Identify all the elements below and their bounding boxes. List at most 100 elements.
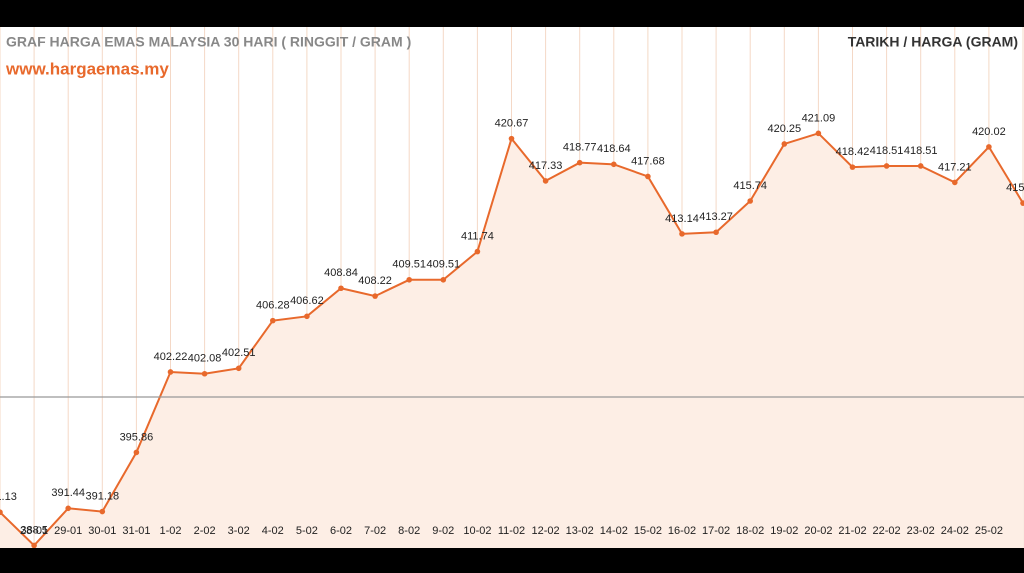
- point: [781, 141, 788, 147]
- point: [133, 449, 140, 456]
- labels: 28-01 29-01 30-01 31-01 1-02 2-02 3-02 4-02 5-02…: [0, 112, 1024, 537]
- value-label: 395.86: [120, 431, 154, 443]
- x-tick-label: 23-02: [907, 525, 935, 537]
- area: [0, 133, 1023, 548]
- x-tick-label: 17-02: [702, 525, 730, 537]
- value-label: 409.51: [426, 259, 460, 271]
- point: [440, 276, 447, 283]
- point: [31, 542, 37, 549]
- point: [201, 370, 208, 377]
- value-label: 417.33: [529, 160, 563, 172]
- x-tick-label: 21-02: [838, 525, 866, 537]
- value-label: 418.77: [563, 142, 597, 154]
- value-label: 420.67: [495, 118, 529, 130]
- point: [815, 130, 822, 137]
- x-tick-label: 1-02: [159, 525, 181, 537]
- point: [611, 161, 617, 168]
- x-tick-label: 18-02: [736, 525, 764, 537]
- point: [270, 317, 276, 324]
- x-tick-label: 7-02: [364, 525, 386, 537]
- point: [65, 505, 71, 512]
- value-label: 408.22: [358, 275, 392, 287]
- value-label: 409.51: [392, 259, 426, 271]
- value-label: 418.64: [597, 143, 631, 155]
- value-label: 411.74: [461, 230, 494, 242]
- top-bar: [0, 0, 1024, 27]
- x-tick-label: 10-02: [463, 525, 491, 537]
- x-tick-label: 14-02: [600, 525, 628, 537]
- point: [474, 248, 481, 255]
- point: [508, 135, 515, 142]
- x-tick-label: 5-02: [296, 525, 318, 537]
- x-tick-label: 24-02: [941, 525, 969, 537]
- x-tick-label: 19-02: [770, 525, 798, 537]
- point: [167, 369, 174, 375]
- point: [406, 276, 413, 283]
- x-tick-label: 3-02: [228, 525, 250, 537]
- point: [679, 231, 685, 237]
- x-tick-label: 16-02: [668, 525, 696, 537]
- bottom-bar: [0, 548, 1024, 573]
- point: [0, 509, 3, 516]
- value-label: 406.28: [256, 300, 290, 312]
- x-tick-label: 9-02: [432, 525, 454, 537]
- value-label: 402.22: [154, 351, 188, 363]
- x-tick-label: 15-02: [634, 525, 662, 537]
- value-label: 391.18: [85, 490, 119, 502]
- value-label: 406.62: [290, 295, 324, 307]
- value-label: 415.57: [1006, 182, 1024, 194]
- value-label: 418.42: [836, 146, 870, 158]
- point: [849, 164, 856, 170]
- point: [917, 163, 924, 169]
- x-tick-label: 12-02: [532, 525, 560, 537]
- value-label: 413.14: [665, 213, 699, 225]
- point: [304, 313, 310, 320]
- x-tick-label: 31-01: [122, 525, 150, 537]
- x-tick-label: 22-02: [873, 525, 901, 537]
- point: [747, 198, 753, 204]
- x-tick-label: 6-02: [330, 525, 352, 537]
- chart-title: GRAF HARGA EMAS MALAYSIA 30 HARI ( RINGG…: [6, 34, 411, 50]
- value-label: 388.5: [20, 524, 48, 536]
- point: [986, 144, 992, 150]
- plot: [0, 130, 1024, 549]
- value-label: 418.51: [870, 145, 904, 157]
- x-tick-label: 2-02: [194, 525, 216, 537]
- point: [542, 178, 549, 184]
- value-label: 413.27: [699, 211, 733, 223]
- point: [645, 173, 651, 180]
- value-label: 417.68: [631, 155, 665, 167]
- x-tick-label: 20-02: [804, 525, 832, 537]
- point: [713, 229, 719, 236]
- point: [883, 163, 890, 169]
- point: [952, 179, 958, 186]
- value-label: 402.08: [188, 353, 222, 365]
- value-label: 402.51: [222, 347, 256, 359]
- value-label: 391.13: [0, 491, 17, 503]
- x-tick-label: 28-01: [20, 525, 48, 537]
- x-tick-label: 30-01: [88, 525, 116, 537]
- x-tick-label: 29-01: [54, 525, 82, 537]
- point: [576, 159, 583, 166]
- subtitle: www.hargaemas.my: [5, 59, 169, 78]
- point: [1020, 200, 1024, 206]
- value-label: 420.02: [972, 126, 1006, 138]
- x-tick-label: 8-02: [398, 525, 420, 537]
- value-label: 417.21: [938, 161, 972, 173]
- x-tick-label: 13-02: [566, 525, 594, 537]
- point: [99, 508, 106, 515]
- value-label: 420.25: [767, 123, 801, 135]
- x-tick-label: 25-02: [975, 525, 1003, 537]
- point: [235, 365, 242, 372]
- value-label: 408.84: [324, 267, 358, 279]
- x-tick-label: 11-02: [498, 525, 525, 537]
- point: [338, 285, 344, 292]
- point: [372, 293, 378, 299]
- value-label: 421.09: [802, 112, 836, 124]
- legend-label: TARIKH / HARGA (GRAM): [848, 34, 1018, 50]
- value-label: 391.44: [51, 487, 85, 499]
- value-label: 415.74: [733, 180, 767, 192]
- x-tick-label: 4-02: [262, 525, 284, 537]
